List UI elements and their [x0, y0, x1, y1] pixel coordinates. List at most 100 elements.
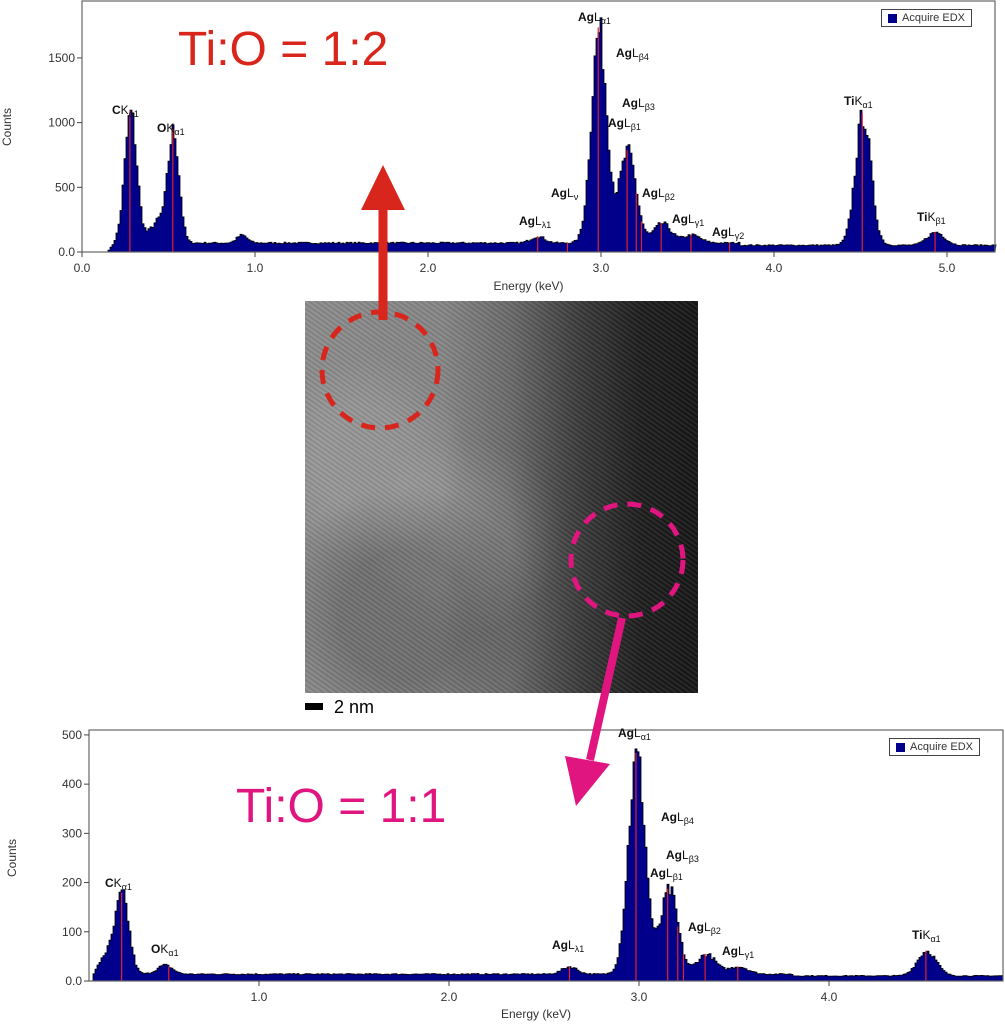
- peak-label-subscript: β4: [683, 816, 694, 826]
- peak-label-line: L: [634, 726, 641, 740]
- peak-label-subscript: β1: [672, 872, 683, 882]
- peak-label: OKα1: [157, 121, 185, 137]
- peak-label-subscript: α1: [121, 882, 132, 892]
- peak-label-subscript: α1: [168, 948, 179, 958]
- peak-label: AgLβ1: [650, 866, 683, 882]
- peak-label: CKα1: [105, 876, 132, 892]
- y-axis-label: Counts: [5, 839, 19, 877]
- peak-label: AgLβ4: [661, 810, 694, 826]
- scale-bar: [305, 703, 323, 710]
- tem-image: [305, 301, 698, 693]
- peak-label-line: L: [638, 96, 645, 110]
- x-tick-label: 0.0: [74, 261, 91, 275]
- y-tick-label: 0.0: [65, 974, 82, 988]
- y-tick-label: 0.0: [58, 245, 75, 259]
- peak-label-line: L: [658, 186, 665, 200]
- peak-label-subscript: β3: [688, 854, 699, 864]
- peak-label-element: Ag: [672, 212, 688, 226]
- peak-label-line: L: [632, 46, 639, 60]
- peak-label: AgLβ4: [616, 46, 649, 62]
- peak-label-subscript: γ1: [744, 950, 755, 960]
- peak-label-subscript: β3: [644, 102, 655, 112]
- peak-label: OKα1: [151, 942, 179, 958]
- peak-label-subscript: β1: [630, 122, 641, 132]
- peak-label-line: K: [160, 942, 169, 956]
- peak-label-element: Ag: [622, 96, 638, 110]
- chart-top: 0.0 500 1000 1500 0.0 1.0 2.0 3.0 4.0 5.0 Energy (…: [0, 0, 997, 293]
- legend-swatch: [896, 742, 905, 752]
- peak-label: AgLβ3: [666, 848, 699, 864]
- ratio-annotation-bottom: Ti:O = 1:1: [236, 780, 447, 833]
- peak-label-line: L: [567, 186, 574, 200]
- x-tick-label: 3.0: [631, 990, 648, 1004]
- peak-label-line: K: [927, 210, 936, 224]
- peak-label-element: Ag: [650, 866, 666, 880]
- peak-label-element: Ag: [661, 810, 677, 824]
- peak-label-line: L: [568, 938, 575, 952]
- peak-label-subscript: λ1: [574, 944, 585, 954]
- x-tick-label: 2.0: [420, 261, 437, 275]
- chart-bottom: 0.0 100 200 300 400 500 1.0 2.0 3.0 4.0 Energy (ke…: [5, 728, 1004, 1021]
- peak-label-subscript: γ2: [734, 231, 745, 241]
- x-tick-label: 4.0: [821, 990, 838, 1004]
- x-axis-label: Energy (keV): [501, 1007, 571, 1021]
- legend-label: Acquire EDX: [902, 12, 965, 24]
- peak-label-subscript: α1: [174, 127, 185, 137]
- peak-label: AgLβ2: [688, 920, 721, 936]
- y-tick-label: 500: [62, 728, 82, 742]
- peak-label-element: Ag: [578, 10, 594, 24]
- y-tick-label: 500: [55, 180, 75, 194]
- y-tick-label: 1500: [48, 51, 75, 65]
- peak-label-element: Ag: [552, 938, 568, 952]
- peak-label-element: Ag: [712, 225, 728, 239]
- peak-label-line: L: [704, 920, 711, 934]
- peak-label: AgLα1: [578, 10, 611, 26]
- y-tick-label: 1000: [48, 116, 75, 130]
- peak-label-element: Ag: [551, 186, 567, 200]
- peak-label-subscript: β1: [935, 216, 946, 226]
- peak-label: TiKβ1: [917, 210, 946, 226]
- peak-label-element: Ti: [912, 928, 923, 942]
- x-tick-label: 4.0: [766, 261, 783, 275]
- peak-label: AgLν: [551, 186, 578, 202]
- peak-label-element: Ag: [616, 46, 632, 60]
- peak-label-element: Ag: [519, 214, 535, 228]
- peak-label-element: Ag: [666, 848, 682, 862]
- peak-label-subscript: β2: [710, 926, 721, 936]
- peak-label-line: K: [113, 876, 122, 890]
- peak-label-subscript: β4: [638, 52, 649, 62]
- peak-label-subscript: α1: [930, 934, 941, 944]
- peak-label: AgLγ1: [722, 944, 754, 960]
- peak-label-element: Ti: [844, 94, 855, 108]
- peak-label-element: Ag: [722, 944, 738, 958]
- peak-label-element: Ti: [917, 210, 928, 224]
- x-tick-label: 2.0: [441, 990, 458, 1004]
- peak-label-line: L: [728, 225, 735, 239]
- x-tick-label: 1.0: [247, 261, 264, 275]
- x-tick-label: 5.0: [939, 261, 956, 275]
- peak-label-subscript: α1: [600, 16, 611, 26]
- peak-label-line: K: [922, 928, 931, 942]
- peak-label-subscript: ν: [573, 192, 579, 202]
- peak-label: AgLγ1: [672, 212, 704, 228]
- y-tick-label: 300: [62, 826, 82, 840]
- y-axis-label: Counts: [0, 108, 14, 146]
- peak-label-element: O: [157, 121, 167, 135]
- x-tick-label: 3.0: [593, 261, 610, 275]
- peak-label: TiKα1: [844, 94, 873, 110]
- peak-label-subscript: α1: [640, 732, 651, 742]
- peak-label: AgLβ2: [642, 186, 675, 202]
- peak-label-subscript: β2: [664, 192, 675, 202]
- peak-label-line: L: [535, 214, 542, 228]
- peak-label-element: C: [105, 876, 114, 890]
- peak-label: AgLγ2: [712, 225, 744, 241]
- peak-label-element: Ag: [608, 116, 624, 130]
- peak-label: AgLλ1: [519, 214, 551, 230]
- peak-label-line: L: [738, 944, 745, 958]
- legend-top: Acquire EDX: [881, 9, 972, 27]
- peak-label-element: O: [151, 942, 161, 956]
- peak-label-line: K: [120, 103, 129, 117]
- peak-label: AgLβ3: [622, 96, 655, 112]
- peak-label-subscript: α1: [128, 109, 139, 119]
